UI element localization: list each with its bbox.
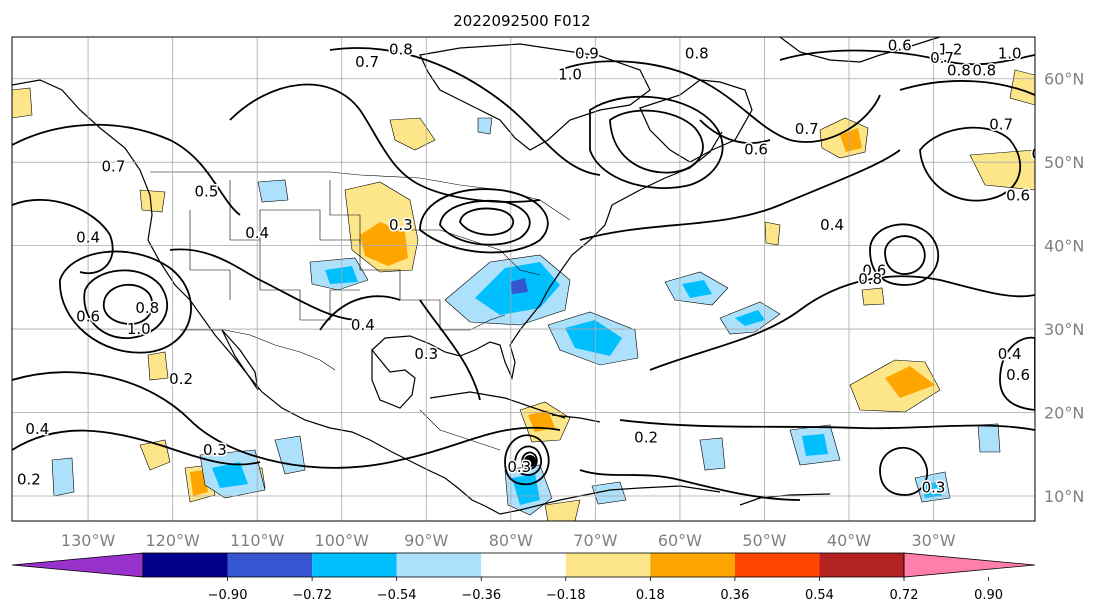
colorbar-segment xyxy=(650,553,735,577)
contour-label: 0.6 xyxy=(1006,187,1030,205)
contour-label: 0.4 xyxy=(76,228,100,246)
latitude-axis: 60°N 50°N 40°N 30°N 20°N 10°N xyxy=(1044,70,1084,506)
contour-label: 0.8 xyxy=(947,61,971,79)
contour-label: 0.8 xyxy=(972,61,996,79)
longitude-tick-label: 120°W xyxy=(145,531,200,550)
colorbar-tick-label: 0.72 xyxy=(890,588,919,603)
contour-label: 0.2 xyxy=(17,470,41,488)
colorbar-tick-label: −0.36 xyxy=(461,588,501,603)
positive-anomaly-area xyxy=(140,190,165,212)
contour-label: 0.2 xyxy=(169,370,193,388)
contour-label: 0.6 xyxy=(888,36,912,54)
contour-label: 0.8 xyxy=(685,45,709,63)
colorbar: −0.90 −0.72 −0.54 −0.36 −0.18 0.18 0.36 0.54 0.7… xyxy=(12,553,1035,603)
contour-label: 0.8 xyxy=(135,299,159,317)
longitude-tick-label: 30°W xyxy=(911,531,955,550)
contour-label: 0.6 xyxy=(76,308,100,326)
negative-anomaly-area xyxy=(258,180,288,202)
positive-anomaly-area xyxy=(862,288,884,305)
colorbar-segment xyxy=(397,553,482,577)
longitude-tick-label: 70°W xyxy=(573,531,617,550)
contour-label: 0.6 xyxy=(744,141,768,159)
colorbar-tick-label: −0.90 xyxy=(208,588,248,603)
longitude-tick-label: 80°W xyxy=(489,531,533,550)
contour-label: 0.8 xyxy=(389,41,413,59)
negative-anomaly-core xyxy=(802,434,828,456)
colorbar-segment xyxy=(481,553,566,577)
colorbar-segment xyxy=(228,553,313,577)
colorbar-tick-label: 0.36 xyxy=(720,588,749,603)
longitude-tick-label: 100°W xyxy=(315,531,370,550)
contour-label: 0.7 xyxy=(989,116,1013,134)
latitude-tick-label: 40°N xyxy=(1044,237,1084,256)
positive-anomaly-area xyxy=(148,352,168,380)
latitude-tick-label: 20°N xyxy=(1044,404,1084,423)
contour-label: 0.3 xyxy=(203,441,227,459)
colorbar-segment xyxy=(143,553,228,577)
contour-label: 0.4 xyxy=(25,420,49,438)
colorbar-segment xyxy=(735,553,820,577)
contour-label: 0.7 xyxy=(102,157,126,175)
negative-anomaly-area xyxy=(978,424,1000,452)
colorbar-segment xyxy=(819,553,904,577)
longitude-tick-label: 50°W xyxy=(742,531,786,550)
contour-label: 0.2 xyxy=(634,429,658,447)
contour-label: 0.3 xyxy=(507,458,531,476)
colorbar-tick-label: 0.54 xyxy=(805,588,834,603)
map-panel: 0.80.71.00.9 0.8 1.01.20.60.70.8 0.80.70.80… xyxy=(12,36,1055,521)
contour-label: 0.5 xyxy=(195,182,219,200)
latitude-tick-label: 10°N xyxy=(1044,487,1084,506)
contour-label: 0.4 xyxy=(351,316,375,334)
contour-label: 1.0 xyxy=(127,320,151,338)
contour-label: 0.9 xyxy=(575,45,599,63)
colorbar-tick-label: 0.90 xyxy=(974,588,1003,603)
longitude-axis: 130°W 120°W 110°W 100°W 90°W 80°W 70°W 60°W 50°W… xyxy=(61,531,956,550)
map-title: 2022092500 F012 xyxy=(453,12,590,30)
contour-label: 0.7 xyxy=(355,53,379,71)
contour-label: 0.6 xyxy=(1006,366,1030,384)
contour-label: 0.8 xyxy=(858,270,882,288)
colorbar-tick-label: −0.54 xyxy=(377,588,417,603)
colorbar-segment xyxy=(312,553,397,577)
contour-label: 1.0 xyxy=(558,66,582,84)
longitude-tick-label: 60°W xyxy=(658,531,702,550)
colorbar-segment xyxy=(566,553,651,577)
positive-anomaly-area xyxy=(12,88,32,118)
contour-label: 0.7 xyxy=(795,120,819,138)
contour-label: 0.4 xyxy=(820,216,844,234)
latitude-tick-label: 30°N xyxy=(1044,320,1084,339)
contour-label: 0.4 xyxy=(245,224,269,242)
colorbar-tick-label: 0.18 xyxy=(636,588,665,603)
negative-anomaly-area xyxy=(52,458,74,496)
contour-label: 1.0 xyxy=(998,45,1022,63)
longitude-tick-label: 40°W xyxy=(827,531,871,550)
colorbar-tick-label: −0.72 xyxy=(292,588,332,603)
colorbar-tick-label: −0.18 xyxy=(546,588,586,603)
longitude-tick-label: 90°W xyxy=(404,531,448,550)
positive-anomaly-area xyxy=(765,222,780,245)
contour-label: 0.4 xyxy=(998,345,1022,363)
colorbar-max-extension xyxy=(904,553,1035,577)
negative-anomaly-area xyxy=(478,118,492,134)
latitude-tick-label: 60°N xyxy=(1044,70,1084,89)
latitude-tick-label: 50°N xyxy=(1044,153,1084,172)
longitude-tick-label: 110°W xyxy=(230,531,285,550)
contour-label: 0.3 xyxy=(389,216,413,234)
colorbar-min-extension xyxy=(12,553,143,577)
contour-label: 0.3 xyxy=(922,479,946,497)
longitude-tick-label: 130°W xyxy=(61,531,116,550)
contour-label: 0.3 xyxy=(414,345,438,363)
